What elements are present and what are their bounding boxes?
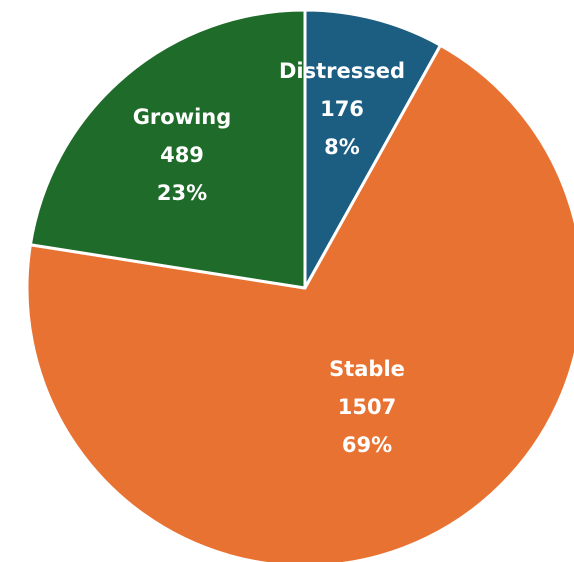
- pie-slices: [25, 8, 574, 562]
- pie-slice-distressed: [303, 8, 443, 290]
- pie-value-stable: 1507: [338, 395, 396, 419]
- pie-slice-growing: [28, 8, 307, 290]
- pie-label-distressed: Distressed: [279, 59, 405, 83]
- pie-percent-distressed: 8%: [324, 135, 360, 159]
- pie-label-growing: Growing: [133, 105, 232, 129]
- pie-percent-growing: 23%: [157, 181, 207, 205]
- pie-percent-stable: 69%: [342, 433, 392, 457]
- pie-value-growing: 489: [160, 143, 204, 167]
- pie-slice-stable: [25, 43, 574, 562]
- pie-labels: Distressed 176 8% Stable 1507 69% Growing 489 23…: [133, 59, 405, 457]
- pie-label-stable: Stable: [329, 357, 405, 381]
- pie-value-distressed: 176: [320, 97, 364, 121]
